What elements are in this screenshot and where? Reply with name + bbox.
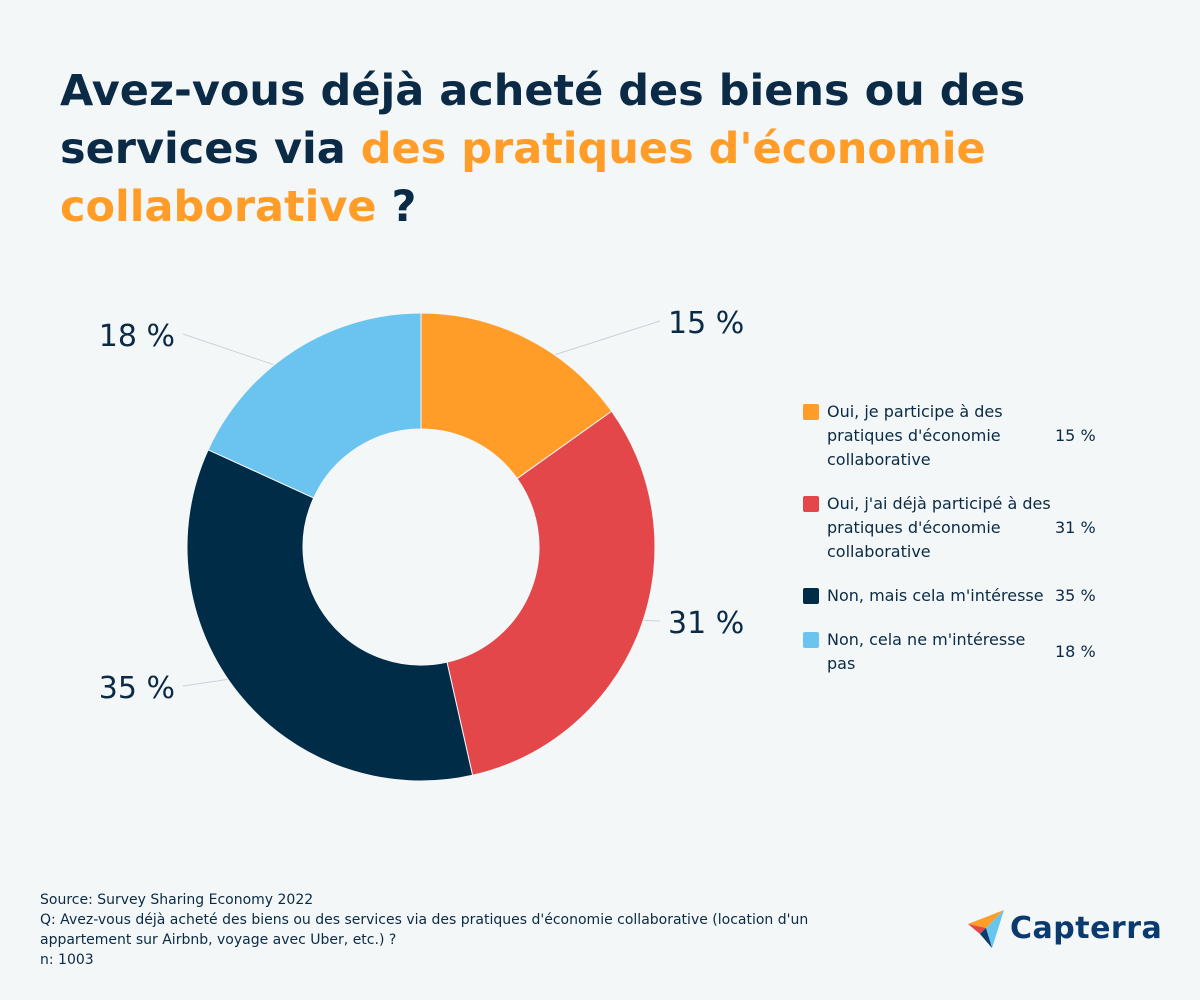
legend-item-2: Oui, j'ai déjà participé à des pratiques… — [803, 492, 1123, 564]
donut-slice-4 — [207, 312, 422, 499]
legend-label-3: Non, mais cela m'intéresse — [827, 586, 1044, 605]
donut-slice-3 — [186, 449, 474, 782]
donut-slice-2 — [446, 410, 656, 776]
legend-item-1: Oui, je participe à des pratiques d'écon… — [803, 400, 1123, 472]
question-note: Q: Avez-vous déjà acheté des biens ou de… — [40, 912, 809, 948]
title-part-2: ? — [376, 182, 417, 232]
legend-item-3: Non, mais cela m'intéresse 35 % — [803, 584, 1123, 608]
slice-label-4: 18 % — [99, 319, 175, 354]
title-accent: des pratiques d'économie collaborative — [60, 124, 986, 232]
chart-legend: Oui, je participe à des pratiques d'écon… — [803, 400, 1123, 696]
capterra-arrow-icon — [968, 910, 1004, 948]
slice-label-3: 35 % — [99, 671, 175, 706]
legend-swatch-1 — [803, 404, 819, 420]
source-note: Source: Survey Sharing Economy 2022 — [40, 892, 314, 908]
slice-label-1: 15 % — [668, 306, 744, 341]
legend-label-4: Non, cela ne m'intéresse pas — [827, 630, 1026, 673]
legend-value-3: 35 % — [1055, 586, 1096, 605]
page-title: Avez-vous déjà acheté des biens ou des s… — [60, 62, 1120, 236]
legend-value-4: 18 % — [1055, 642, 1096, 661]
capterra-logo-text: Capterra — [1010, 910, 1163, 946]
title-part-1: Avez-vous déjà acheté des biens ou des s… — [60, 66, 1026, 174]
legend-value-1: 15 % — [1055, 426, 1096, 445]
legend-swatch-4 — [803, 632, 819, 648]
capterra-logo: Capterra — [966, 908, 1162, 948]
legend-label-2: Oui, j'ai déjà participé à des pratiques… — [827, 494, 1051, 561]
legend-swatch-2 — [803, 496, 819, 512]
slice-label-2: 31 % — [668, 606, 744, 641]
legend-label-1: Oui, je participe à des pratiques d'écon… — [827, 402, 1003, 469]
donut-slice-1 — [420, 312, 613, 480]
legend-value-2: 31 % — [1055, 518, 1096, 537]
sample-size-note: n: 1003 — [40, 952, 94, 968]
legend-item-4: Non, cela ne m'intéresse pas 18 % — [803, 628, 1123, 676]
chart-footer: Source: Survey Sharing Economy 2022 Q: A… — [40, 890, 900, 970]
legend-swatch-3 — [803, 588, 819, 604]
